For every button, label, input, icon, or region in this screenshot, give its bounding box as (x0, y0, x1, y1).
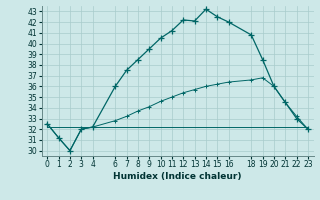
X-axis label: Humidex (Indice chaleur): Humidex (Indice chaleur) (113, 172, 242, 181)
